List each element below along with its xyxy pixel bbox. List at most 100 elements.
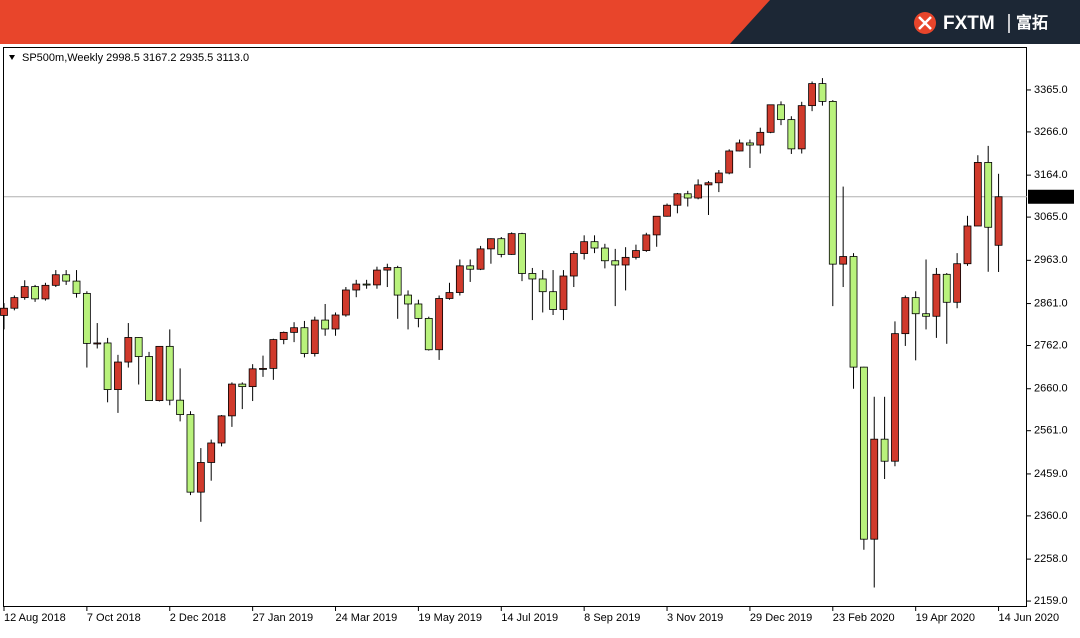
candle-body [51,274,60,286]
candle-body [228,383,236,417]
candle-body [155,345,164,402]
candle-body [901,297,910,335]
candle-body [290,327,298,333]
brand-cn: 富拓 [1016,13,1048,32]
banner-accent [0,0,770,44]
candle-body [383,267,392,271]
ohlc-open: 2998.5 [106,52,140,64]
candle-body [704,182,713,186]
candle-body [880,438,889,462]
candle-body [238,383,247,388]
candle-body [134,337,143,357]
candle-body [652,215,661,236]
symbol: SP500m,Weekly [22,52,104,64]
candle-body [424,317,433,351]
candle-body [321,319,330,330]
candle-body [476,248,485,270]
candle-body [973,162,982,227]
candle-body [10,297,19,309]
candle-body [580,241,589,254]
y-tick-label: 2762.0 [1034,339,1068,351]
candle-body [207,442,216,463]
candle-body [165,345,174,401]
candle-body [694,184,703,199]
ohlc-close: 3113.0 [216,52,249,64]
candle-body [994,196,1003,246]
candle-body [932,273,941,317]
candle-body [569,253,578,277]
candle-body [766,104,775,133]
candle-body [828,100,837,265]
ohlc-low: 2935.5 [180,52,214,64]
x-tick-label: 19 Apr 2020 [916,612,975,624]
candle-body [310,319,319,354]
candle-body [507,233,516,255]
candle-body [797,105,806,150]
x-tick-label: 2 Dec 2018 [170,612,226,624]
y-tick-label: 3365.0 [1034,84,1068,96]
menu-arrow [9,55,15,60]
candle-body [20,286,29,299]
candle-body [891,333,899,462]
candle-body [756,131,765,146]
candle-body [922,313,930,317]
candle-body [445,292,454,299]
x-tick-label: 12 Aug 2018 [4,612,66,624]
candle-body [642,234,651,251]
x-tick-label: 19 May 2019 [418,612,482,624]
candle-body [404,294,412,305]
x-tick-label: 24 Mar 2019 [336,612,398,624]
candle-body [600,247,609,262]
candle-body [331,314,340,330]
candle-body [31,286,39,300]
y-tick-label: 2561.0 [1034,425,1068,437]
candle-body [145,356,153,402]
candle-body [621,256,630,266]
candle-body [518,233,526,274]
ohlc-high: 3167.2 [143,52,177,64]
candle-body [984,162,993,228]
candle-body [683,193,692,199]
candle-body [538,278,547,293]
candle-body [196,462,205,493]
candle-body [839,256,848,265]
candle-body [217,415,226,444]
candle-body [487,238,495,250]
last-price-box [1028,189,1074,204]
x-tick-label: 23 Feb 2020 [833,612,895,624]
candle-body [300,327,309,354]
candle-body [279,331,288,340]
candle-body [849,256,858,368]
candle-body [114,361,122,390]
candle-body [373,269,381,286]
x-tick-label: 7 Oct 2018 [87,612,141,624]
candle-body [632,250,640,258]
candle-body [62,274,71,282]
candle-body [590,241,599,249]
candles [0,78,1003,588]
candle-body [963,225,972,265]
candle-body [72,280,81,294]
candle-body [124,337,133,363]
candle-body [0,307,8,316]
y-tick-label: 2159.0 [1034,595,1068,607]
candle-body [559,275,568,310]
y-tick-label: 2660.0 [1034,383,1068,395]
x-tick-label: 14 Jun 2020 [999,612,1060,624]
x-tick-label: 3 Nov 2019 [667,612,723,624]
candle-body [911,297,920,315]
candle-body [663,204,671,217]
brand: FXTM [943,13,995,34]
y-tick-label: 3266.0 [1034,126,1068,138]
y-tick-label: 3065.0 [1034,211,1068,223]
candle-body [455,265,464,293]
candle-body [82,292,91,344]
x-tick-label: 27 Jan 2019 [253,612,314,624]
chart-header: SP500m,Weekly 2998.5 3167.2 2935.5 3113.… [22,52,249,64]
y-tick-label: 3164.0 [1034,169,1068,181]
candle-body [777,104,785,121]
candle-body [341,289,350,316]
x-tick-label: 29 Dec 2019 [750,612,812,624]
candle-body [497,238,506,255]
